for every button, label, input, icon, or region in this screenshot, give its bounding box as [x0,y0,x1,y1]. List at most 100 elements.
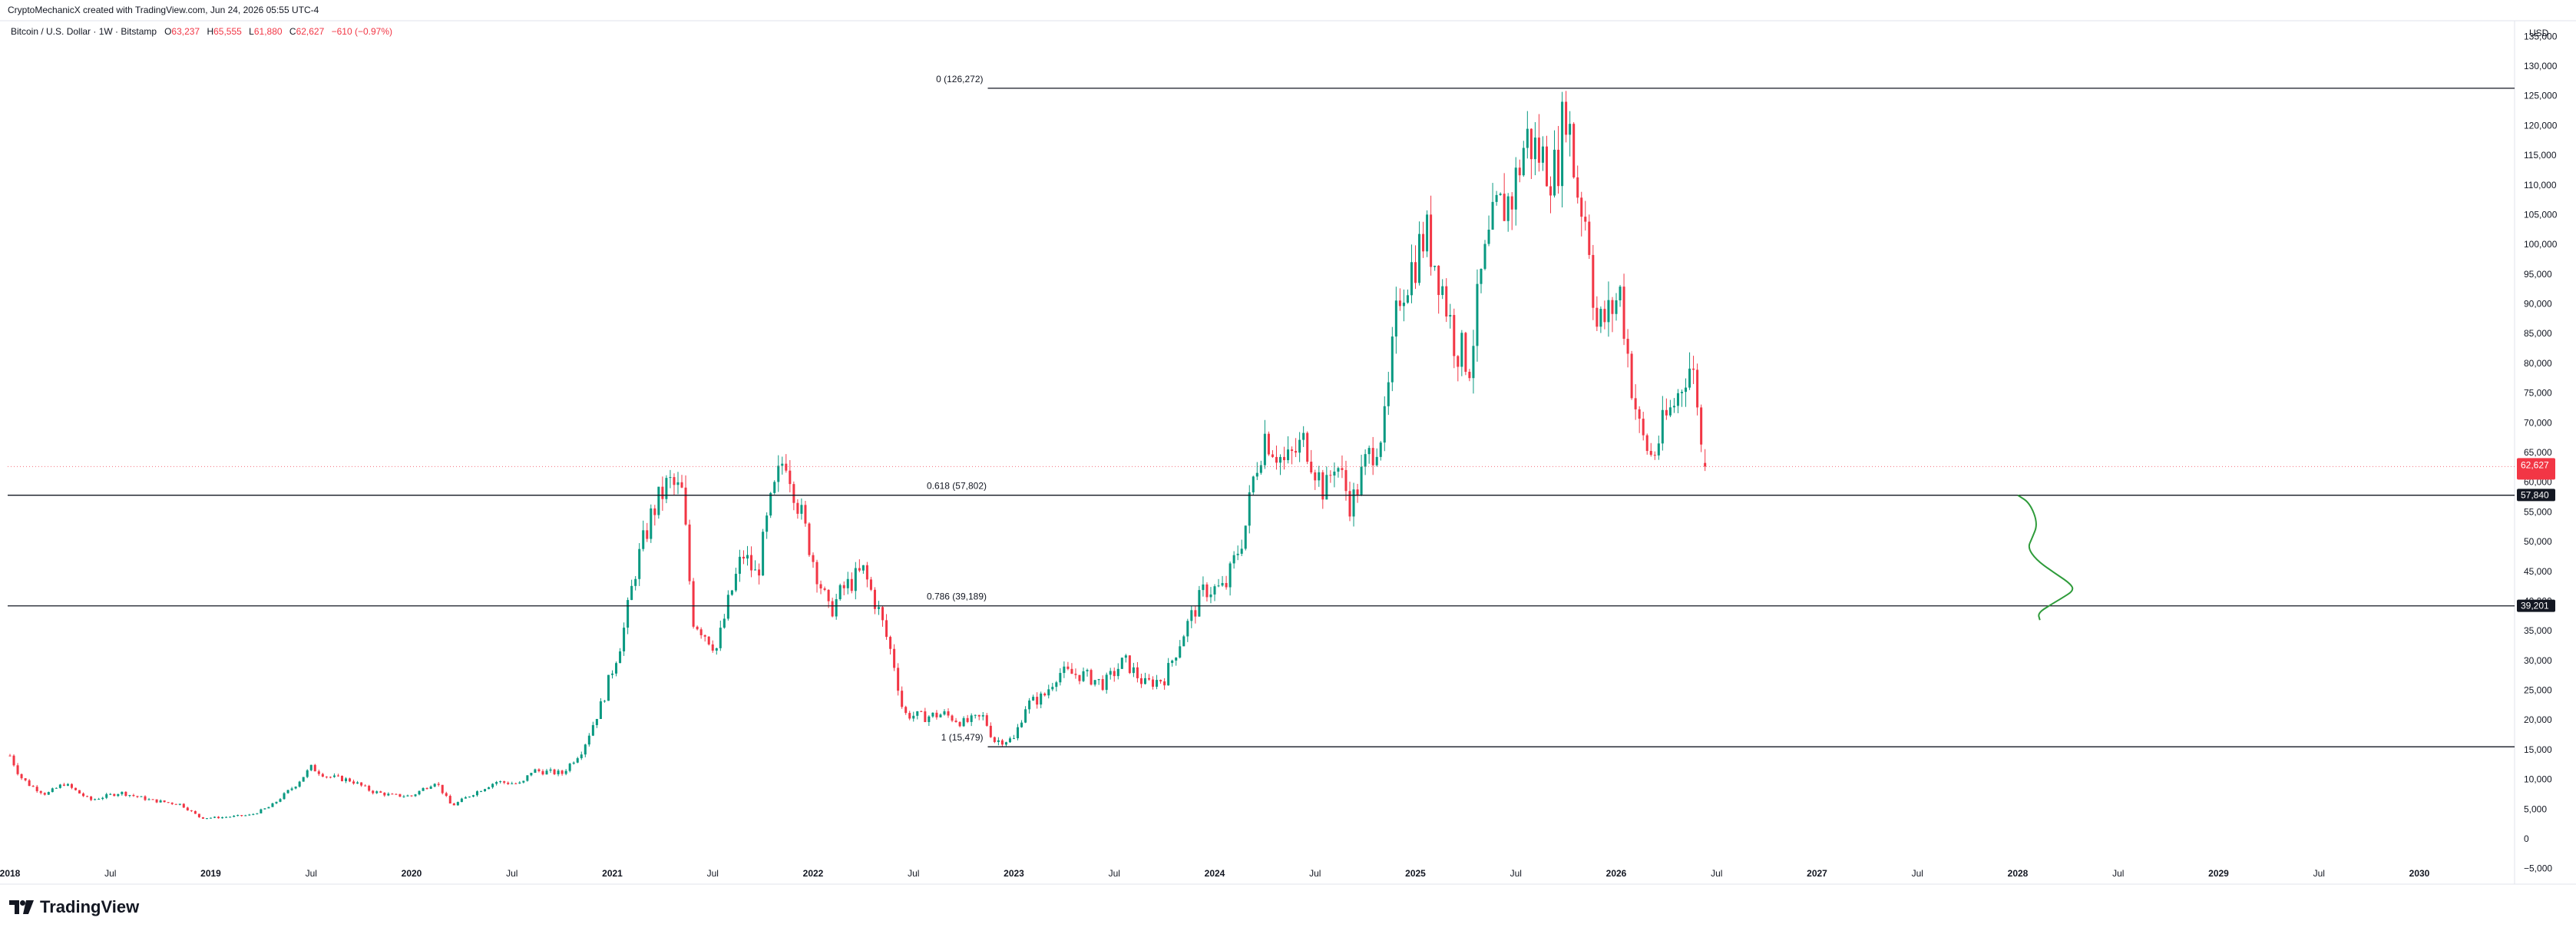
projection-layer [2017,494,2074,621]
projection-path[interactable] [2017,494,2074,621]
candle-body [225,817,228,818]
candle-body [1020,722,1023,727]
candle-body [117,794,120,797]
candle-body [406,795,409,797]
candle-body [881,607,885,621]
y-tick-label: 20,000 [2524,714,2552,725]
candle-body [1576,177,1579,198]
fib-retracement: 0 (126,272) 0.618 (57,802) 0.786 (39,189) 1… [8,74,2515,747]
candle-body [1572,124,1576,177]
candle-body [638,548,641,579]
candle-body [580,754,583,759]
candle-body [912,715,915,719]
chart-attribution: CryptoMechanicX created with TradingView… [8,5,319,15]
candle-body [885,620,888,638]
candle-body [707,636,710,644]
candle-body [1344,469,1348,492]
candle-body [1012,738,1016,740]
y-tick-label: 5,000 [2524,803,2547,814]
candle-body [808,523,811,555]
candle-body [1541,146,1544,163]
candle-body [1194,610,1197,617]
candle-body [302,777,305,782]
candle-body [715,648,718,651]
candle-body [943,711,946,715]
candle-body [1139,678,1143,684]
candle-body [1569,124,1572,135]
candle-body [503,781,506,783]
candle-body [35,787,38,791]
candle-body [190,810,193,811]
candle-body [1457,356,1460,367]
y-tick-label: 55,000 [2524,506,2552,517]
candle-body [1645,435,1648,452]
x-tick-label: 2028 [2008,868,2029,879]
y-tick-label: 100,000 [2524,239,2558,250]
candle-body [962,717,965,727]
y-tick-label: 115,000 [2524,150,2557,161]
tradingview-logo[interactable]: TradingView [9,897,139,917]
x-tick-label: Jul [1510,868,1522,879]
candle-body [939,714,942,717]
candle-body [360,782,363,786]
candle-body [993,737,996,742]
candle-body [599,701,602,719]
candle-body [1615,300,1618,314]
candle-body [1124,655,1127,658]
currency-label[interactable]: USD [2529,28,2549,38]
candle-body [680,482,683,488]
candle-body [252,813,255,815]
candle-body [395,794,398,795]
candle-body [1383,406,1386,443]
candle-body [545,770,548,775]
candle-body [815,562,818,585]
candle-body [1584,217,1587,222]
high-value: 65,555 [213,26,242,37]
candle-body [1259,465,1262,473]
candle-body [1545,146,1548,187]
candle-body [1371,448,1374,466]
level-price-tag [2517,489,2555,502]
candle-body [557,770,560,774]
x-tick-label: Jul [1309,868,1321,879]
y-tick-label: 105,000 [2524,209,2558,220]
candle-body [646,530,649,539]
symbol-title[interactable]: Bitcoin / U.S. Dollar · 1W · Bitstamp [11,26,157,37]
candle-body [475,791,478,796]
candle-body [109,794,112,795]
x-tick-label: Jul [104,868,116,879]
candle-body [1321,472,1324,500]
candle-body [28,780,31,787]
candle-body [789,470,792,485]
candle-body [256,813,259,814]
candle-body [781,463,784,466]
candle-body [51,788,54,793]
candle-body [1244,525,1247,549]
x-tick-label: 2018 [0,868,21,879]
candle-body [920,711,923,712]
candle-body [1464,333,1467,373]
candle-body [1406,295,1409,303]
candle-body [464,797,467,799]
candle-body [846,578,849,588]
candle-body [1460,333,1463,367]
candle-body [101,797,104,800]
current-price-tag [2517,458,2555,480]
candle-body [1704,462,1707,467]
candle-body [1152,679,1155,687]
candle-body [1240,548,1243,554]
candle-body [1008,738,1011,743]
y-tick-label: 15,000 [2524,744,2552,755]
candle-body [726,595,729,619]
candle-body [766,515,769,532]
candle-body [1653,455,1656,456]
candle-body [1364,454,1367,467]
level-price-label: 57,840 [2521,489,2549,500]
candle-body [1495,194,1498,202]
candle-body [1680,392,1683,393]
candle-body [1004,742,1007,745]
candle-body [1391,336,1394,383]
x-tick-label: 2029 [2208,868,2229,879]
candle-body [1367,448,1371,455]
